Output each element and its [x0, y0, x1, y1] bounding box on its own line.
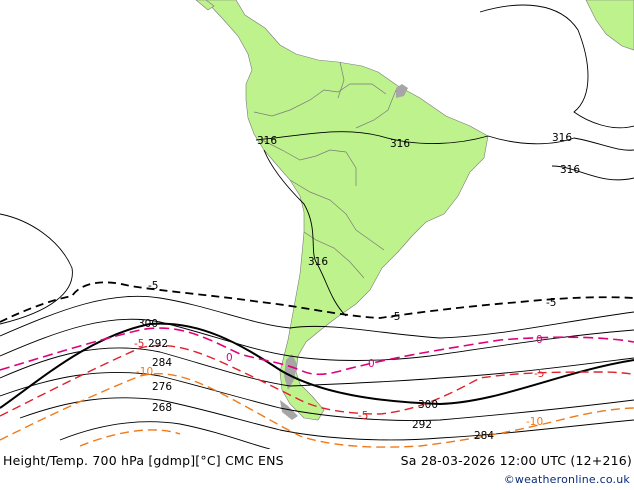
south-america-landmass [204, 0, 489, 421]
label-316: 316 [560, 164, 580, 176]
contour-316-chile [263, 149, 347, 317]
label-minus5-black: -5 [390, 311, 400, 323]
central-america-landmass [195, 0, 215, 11]
label-minus10: -10 [526, 416, 543, 428]
label-316: 316 [390, 138, 410, 150]
map-canvas: 316 316 316 316 316 300 292 284 276 268 … [0, 0, 634, 449]
label-284: 284 [152, 357, 172, 369]
label-minus5-red: -5 [534, 368, 544, 380]
label-zero: 0 [536, 334, 543, 346]
contour-316-topright [479, 4, 634, 129]
label-300: 300 [418, 399, 438, 411]
label-zero: 0 [226, 352, 233, 364]
isotherm-minus5-red [0, 344, 634, 417]
contour-276a [0, 371, 634, 421]
contour-268a [19, 397, 634, 441]
land-layer [195, 0, 634, 421]
grey-terrain [396, 84, 408, 98]
border-layer [253, 61, 397, 279]
map-title: Height/Temp. 700 hPa [gdmp][°C] CMC ENS [3, 453, 284, 468]
contour-260a [59, 421, 271, 449]
contour-316-north [255, 131, 634, 151]
label-292: 292 [412, 419, 432, 431]
label-316: 316 [257, 135, 277, 147]
isotherm-zero [0, 327, 634, 376]
contour-thick [0, 322, 634, 409]
label-minus5-red: -5 [134, 338, 144, 350]
label-minus10: -10 [136, 366, 153, 378]
contour-284a [0, 347, 634, 387]
label-292: 292 [148, 338, 168, 350]
isotherm-minus10-b [79, 429, 181, 447]
contour-west-loop [0, 213, 73, 325]
label-316: 316 [308, 256, 328, 268]
height-contours [0, 4, 634, 449]
isotherm-minus5-black [0, 281, 634, 323]
contour-292a [0, 318, 634, 361]
contour-300a [0, 295, 634, 339]
isotherm-minus10 [0, 372, 634, 448]
label-316: 316 [552, 132, 572, 144]
map-valid-time: Sa 28-03-2026 12:00 UTC (12+216) [400, 453, 632, 468]
grey-terrain [284, 354, 297, 390]
label-minus5-black: -5 [546, 297, 556, 309]
credit-link[interactable]: ©weatheronline.co.uk [503, 473, 630, 486]
label-minus5-black: -5 [148, 280, 158, 292]
contour-316-right [551, 165, 634, 181]
africa-landmass [585, 0, 634, 51]
label-zero: 0 [368, 358, 375, 370]
label-300: 300 [138, 318, 158, 330]
map-footer: Height/Temp. 700 hPa [gdmp][°C] CMC ENS … [0, 449, 634, 490]
label-276: 276 [152, 381, 172, 393]
label-268: 268 [152, 402, 172, 414]
contour-labels: 316 316 316 316 316 300 292 284 276 268 … [134, 132, 580, 442]
label-minus5-red: -5 [358, 410, 368, 422]
label-284: 284 [474, 430, 494, 442]
